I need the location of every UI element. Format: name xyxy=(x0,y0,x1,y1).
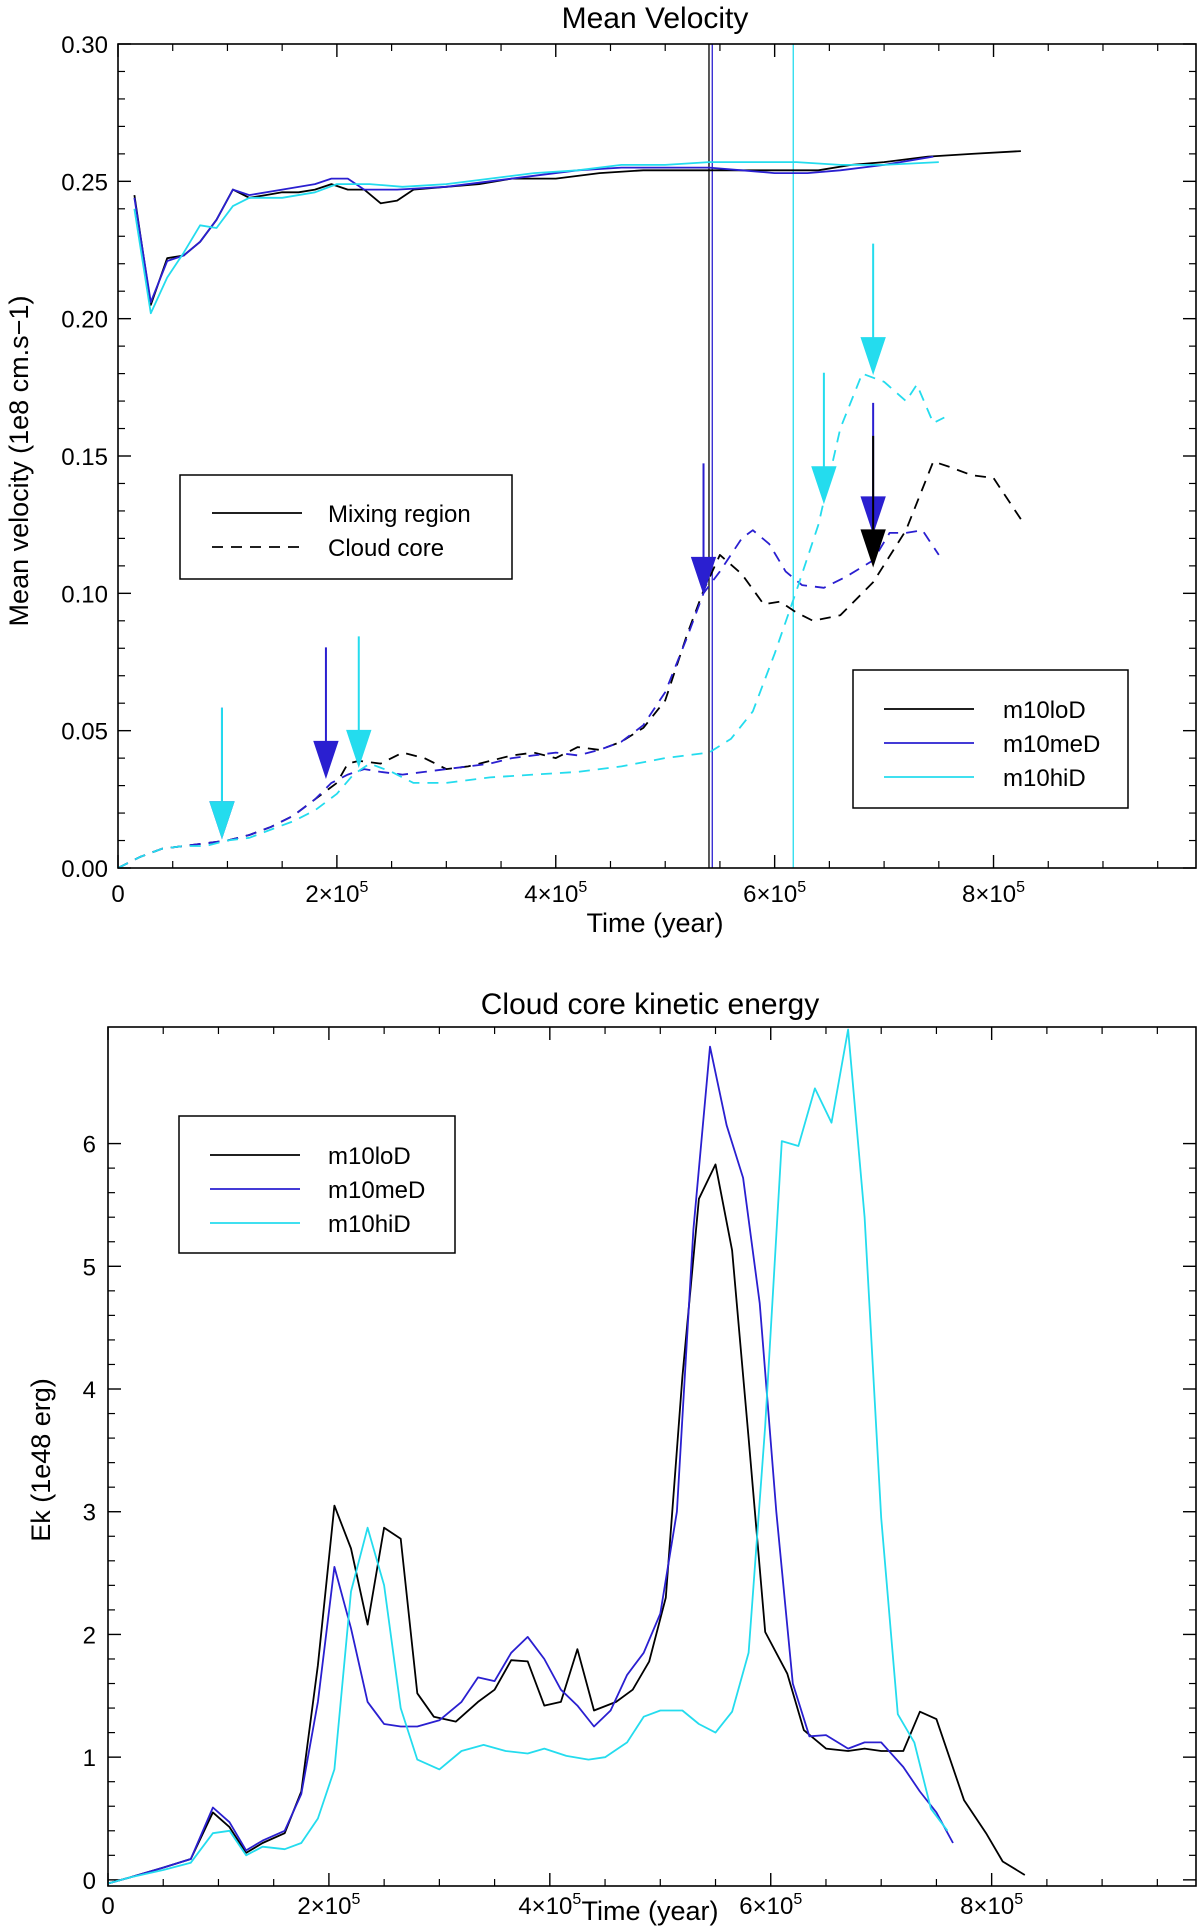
arrow-head xyxy=(811,466,837,505)
mean-velocity-chart: Mean Velocity 0 2×105 4×105 6×105 8×105 0.00… xyxy=(4,2,1197,938)
y-axis-label: Ek (1e48 erg) xyxy=(26,1378,56,1542)
legend-label: m10meD xyxy=(328,1177,425,1204)
x-tick-label: 8×105 xyxy=(962,879,1025,908)
series-line-m10hiD xyxy=(107,1028,949,1885)
x-tick-label: 0 xyxy=(111,881,124,908)
x-tick-exponent: 5 xyxy=(1016,879,1025,896)
y-tick-label: 3 xyxy=(83,1500,96,1527)
x-tick-label: 2×105 xyxy=(305,879,368,908)
legend-box xyxy=(179,474,513,580)
y-tick-label: 4 xyxy=(83,1377,96,1404)
x-tick-label: 0 xyxy=(101,1893,114,1920)
x-tick-label: 8×105 xyxy=(960,1891,1023,1920)
chart-title: Cloud core kinetic energy xyxy=(481,988,820,1021)
y-axis-ticks: 0 1 2 3 4 5 6 xyxy=(83,1132,1196,1895)
series-line-m10hiD xyxy=(133,161,939,315)
arrow-head xyxy=(860,337,886,376)
series-line-m10loD xyxy=(107,1163,1026,1885)
arrow-head xyxy=(346,729,372,768)
x-axis-label: Time (year) xyxy=(581,1896,718,1926)
series-legend: m10loD m10meD m10hiD xyxy=(852,669,1129,809)
legend-label: Cloud core xyxy=(328,535,444,562)
plot-frame xyxy=(107,1026,1197,1887)
event-arrow xyxy=(860,243,886,376)
chart-title: Mean Velocity xyxy=(562,2,749,35)
event-arrow xyxy=(811,372,837,505)
legend-box xyxy=(852,669,1129,809)
x-tick-exponent: 5 xyxy=(578,879,587,896)
legend-label: m10loD xyxy=(1003,697,1086,724)
series-line-m10hiD-cloud-core xyxy=(117,372,945,869)
y-tick-label: 0 xyxy=(83,1868,96,1895)
x-tick-exponent: 5 xyxy=(797,879,806,896)
y-tick-label: 5 xyxy=(83,1254,96,1281)
event-arrow xyxy=(313,647,339,779)
y-tick-label: 0.15 xyxy=(61,444,108,471)
event-arrow xyxy=(860,435,886,568)
legend-label: m10hiD xyxy=(1003,765,1086,792)
plot-area xyxy=(117,44,1022,869)
line-style-legend: Mixing region Cloud core xyxy=(179,474,513,580)
legend-label: m10hiD xyxy=(328,1211,411,1238)
event-arrow xyxy=(346,636,372,768)
series-legend: m10loD m10meD m10hiD xyxy=(178,1115,456,1254)
series-line-m10meD xyxy=(133,155,934,304)
x-tick-exponent: 5 xyxy=(572,1891,581,1908)
arrow-head xyxy=(690,556,717,595)
legend-label: m10meD xyxy=(1003,731,1100,758)
x-tick-exponent: 5 xyxy=(1014,1891,1023,1908)
plot-frame xyxy=(117,43,1197,869)
x-tick-label: 4×105 xyxy=(524,879,587,908)
series-line-m10meD-cloud-core xyxy=(117,529,940,869)
series-line-m10loD xyxy=(133,150,1021,306)
x-tick-exponent: 5 xyxy=(793,1891,802,1908)
x-tick-label: 2×105 xyxy=(297,1891,360,1920)
y-tick-label: 0.00 xyxy=(61,856,108,883)
kinetic-energy-chart: Cloud core kinetic energy 0 2×105 4×105 6×1… xyxy=(26,988,1197,1926)
x-axis-ticks: 0 2×105 4×105 6×105 8×105 xyxy=(111,44,1159,908)
y-tick-label: 0.30 xyxy=(61,32,108,59)
event-arrow xyxy=(209,707,235,840)
y-tick-label: 2 xyxy=(83,1622,96,1649)
y-axis-ticks: 0.00 0.05 0.10 0.15 0.20 0.25 0.30 xyxy=(61,32,1196,883)
y-tick-label: 0.05 xyxy=(61,719,108,746)
y-tick-label: 0.20 xyxy=(61,307,108,334)
arrow-head xyxy=(860,529,886,568)
series-line-m10meD xyxy=(107,1045,954,1885)
y-axis-label: Mean velocity (1e8 cm.s−1) xyxy=(4,296,34,627)
plot-area xyxy=(107,1028,1026,1885)
x-tick-exponent: 5 xyxy=(351,1891,360,1908)
y-tick-label: 1 xyxy=(83,1745,96,1772)
event-arrow xyxy=(690,463,717,595)
arrow-head xyxy=(209,801,235,840)
y-tick-label: 6 xyxy=(83,1132,96,1159)
legend-label: Mixing region xyxy=(328,501,471,528)
x-tick-label: 6×105 xyxy=(743,879,806,908)
x-tick-label: 4×105 xyxy=(518,1891,581,1920)
legend-box xyxy=(178,1115,456,1254)
arrow-head xyxy=(313,740,339,779)
y-tick-label: 0.25 xyxy=(61,169,108,196)
x-axis-label: Time (year) xyxy=(586,908,723,938)
y-tick-label: 0.10 xyxy=(61,581,108,608)
x-axis-ticks: 0 2×105 4×105 6×105 8×105 xyxy=(101,1027,1158,1920)
legend-label: m10loD xyxy=(328,1143,411,1170)
x-tick-label: 6×105 xyxy=(739,1891,802,1920)
x-tick-exponent: 5 xyxy=(359,879,368,896)
